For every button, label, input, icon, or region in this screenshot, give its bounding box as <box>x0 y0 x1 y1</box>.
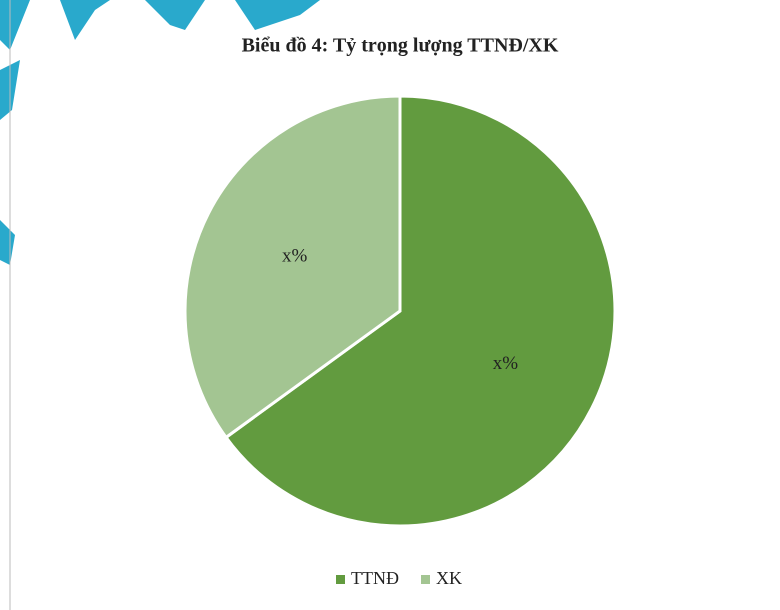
data-label: x% <box>493 353 519 374</box>
legend-label: XK <box>436 568 462 588</box>
pie: x% x% <box>183 94 617 528</box>
legend-swatch <box>336 575 345 584</box>
pie-slice <box>223 94 617 528</box>
legend: TTNĐ XK <box>336 568 462 588</box>
legend-swatch <box>421 575 430 584</box>
data-label: x% <box>282 246 308 267</box>
chart-title: Biểu đồ 4: Tỷ trọng lượng TTNĐ/XK <box>242 35 559 57</box>
pie-slice <box>183 94 402 440</box>
legend-label: TTNĐ <box>351 568 399 588</box>
